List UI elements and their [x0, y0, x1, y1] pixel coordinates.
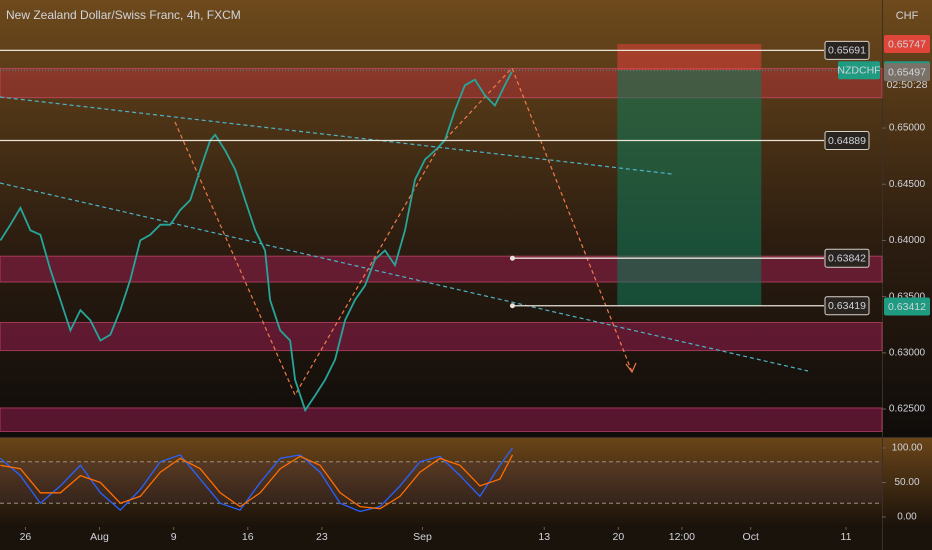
- target-zone: [617, 70, 762, 307]
- stoch-band: [0, 461, 882, 504]
- price-tag-label: NZDCHF: [837, 65, 880, 77]
- price-line: [0, 447, 514, 513]
- level-anchor: [509, 255, 515, 261]
- y-tick-label: 100.00: [892, 443, 923, 454]
- y-tick-label: 0.00: [897, 512, 917, 523]
- y-tick-label: 0.65000: [889, 123, 926, 134]
- currency-label: CHF: [896, 10, 919, 22]
- level-anchor: [509, 303, 515, 309]
- x-tick-label: Sep: [413, 531, 432, 543]
- price-tag: [884, 297, 930, 316]
- y-tick-label: 0.63000: [889, 347, 926, 358]
- y-tick-label: 50.00: [894, 477, 919, 488]
- countdown: 02:50:28: [887, 79, 928, 91]
- zone: [0, 407, 883, 433]
- projection: [174, 66, 633, 397]
- price-line: [0, 71, 513, 413]
- x-tick-label: 23: [316, 531, 328, 543]
- price-tag-label: 0.64889: [828, 135, 866, 147]
- price-tag: [824, 40, 870, 60]
- main-pane: [0, 0, 932, 437]
- drawings: [0, 66, 809, 397]
- price-line: [0, 454, 514, 510]
- x-tick-label: Oct: [743, 531, 759, 543]
- price-tag-label: 0.63412: [888, 301, 926, 313]
- price-tag-label: 0.65691: [828, 45, 866, 57]
- x-tick-label: Aug: [90, 531, 109, 543]
- projection-arrow: [625, 362, 637, 374]
- price-tag: [824, 131, 870, 151]
- chart-title: New Zealand Dollar/Swiss Franc, 4h, FXCM: [6, 8, 241, 22]
- x-tick-label: 12:00: [669, 531, 695, 543]
- x-tick-label: 9: [171, 531, 177, 543]
- x-tick-label: 20: [613, 531, 625, 543]
- trend-line: [0, 96, 673, 175]
- price-tag: [838, 61, 880, 80]
- x-tick-label: 16: [242, 531, 254, 543]
- price-tag-label: 0.63419: [828, 300, 866, 312]
- y-tick-label: 0.64500: [889, 179, 926, 190]
- x-tick-label: 13: [538, 531, 550, 543]
- y-tick-label: 0.64000: [889, 235, 926, 246]
- price-tag: [884, 35, 930, 54]
- price-tag: [824, 248, 870, 268]
- trend-line: [0, 182, 809, 372]
- x-tick-label: 26: [20, 531, 32, 543]
- x-tick-label: 11: [841, 531, 852, 543]
- time-axis: [0, 527, 932, 550]
- price-tag: [884, 63, 930, 82]
- price-tag: [824, 296, 870, 316]
- price-tag-label: 0.65747: [888, 38, 926, 50]
- y-tick-label: 0.63500: [889, 291, 926, 302]
- price-tag-label: 0.63842: [828, 252, 866, 264]
- y-tick-label: 0.62500: [889, 404, 926, 415]
- price-tag-label: 0.65497: [888, 66, 926, 78]
- zone: [0, 321, 883, 352]
- stop-zone: [617, 44, 762, 71]
